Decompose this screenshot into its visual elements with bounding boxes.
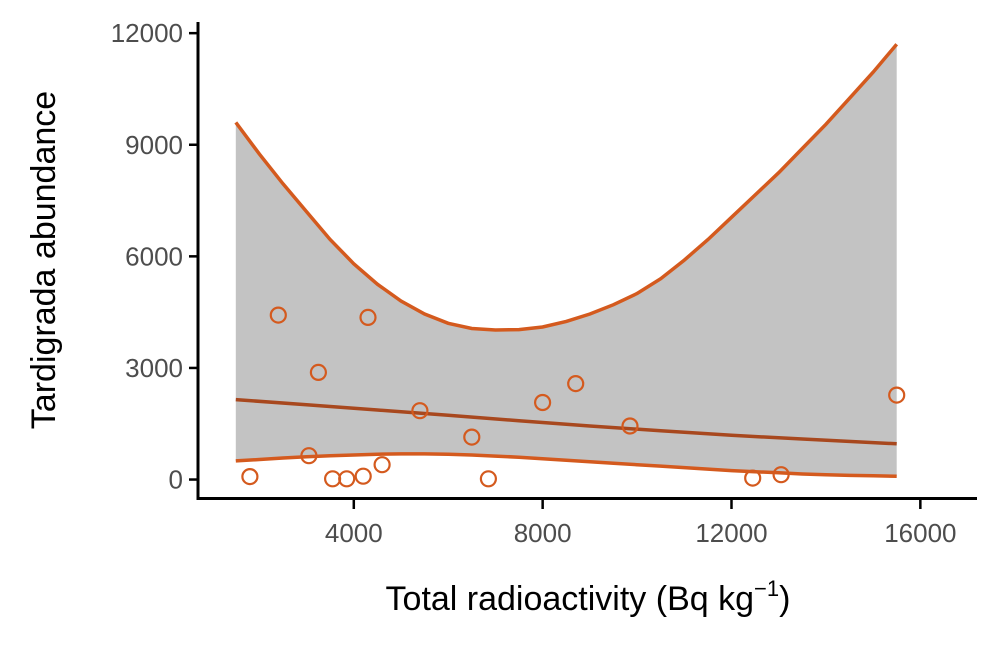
y-tick-label: 0	[169, 465, 183, 495]
y-axis-title: Tardigrada abundance	[25, 91, 63, 429]
data-point	[324, 470, 342, 488]
fit-line	[235, 397, 897, 446]
ci-lower-line	[235, 452, 897, 478]
data-point	[772, 466, 790, 484]
data-point	[338, 470, 356, 488]
y-tick-label: 6000	[125, 241, 183, 271]
x-axis-title-superscript: −1	[754, 576, 779, 601]
confidence-band	[235, 44, 897, 477]
data-points-group	[241, 306, 906, 488]
data-point	[479, 470, 497, 488]
x-tick-label: 16000	[884, 518, 956, 548]
fit-line-group	[235, 397, 897, 446]
ci-upper-line	[234, 43, 899, 332]
y-tick-label: 12000	[111, 18, 183, 48]
data-point	[373, 456, 391, 474]
data-point	[888, 386, 906, 404]
data-point	[621, 417, 639, 435]
data-point	[300, 447, 318, 465]
data-point	[269, 306, 287, 324]
x-axis-title-suffix: )	[779, 580, 790, 618]
data-point	[567, 375, 585, 393]
y-tick-label: 9000	[125, 130, 183, 160]
ticks-group: 4000 8000 12000 16000 0 3000 6000 9000 12000	[111, 18, 957, 548]
x-tick-label: 12000	[695, 518, 767, 548]
data-point	[411, 402, 429, 420]
axes-group	[196, 22, 977, 500]
data-point	[241, 468, 259, 486]
data-point	[309, 363, 327, 381]
confidence-band-group	[234, 43, 899, 478]
data-point	[463, 428, 481, 446]
x-axis-title: Total radioactivity (Bq kg−1)	[386, 576, 791, 618]
data-point	[533, 393, 552, 412]
data-point	[354, 467, 372, 485]
data-point	[744, 469, 762, 487]
x-tick-label: 8000	[514, 518, 572, 548]
x-axis-title-main: Total radioactivity (Bq kg	[386, 580, 755, 618]
x-tick-label: 4000	[325, 518, 383, 548]
data-point	[359, 308, 377, 326]
y-tick-label: 3000	[125, 353, 183, 383]
